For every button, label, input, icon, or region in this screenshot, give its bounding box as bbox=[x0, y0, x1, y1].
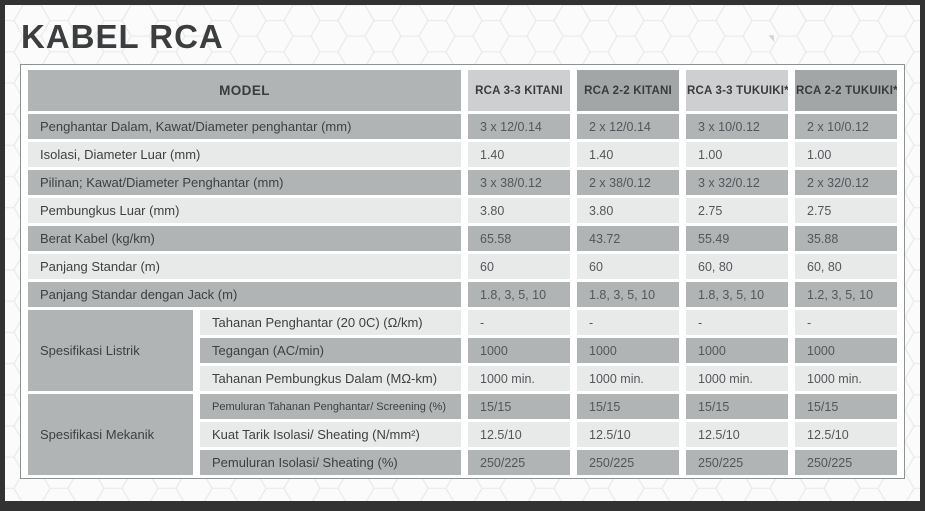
row-label: Kuat Tarik Isolasi/ Sheating (N/mm²) bbox=[200, 422, 461, 447]
value-cell: 15/15 bbox=[577, 394, 679, 419]
value-cell: 3 x 32/0.12 bbox=[686, 170, 788, 195]
table-row: Penghantar Dalam, Kawat/Diameter penghan… bbox=[28, 114, 897, 139]
value-cell: 1000 min. bbox=[468, 366, 570, 391]
value-cell: 1.00 bbox=[686, 142, 788, 167]
cursor-icon bbox=[768, 32, 778, 43]
table-row: Isolasi, Diameter Luar (mm) 1.40 1.40 1.… bbox=[28, 142, 897, 167]
value-cell: 15/15 bbox=[686, 394, 788, 419]
value-cell: 12.5/10 bbox=[468, 422, 570, 447]
value-cell: 1.40 bbox=[577, 142, 679, 167]
row-label: Pembungkus Luar (mm) bbox=[28, 198, 461, 223]
value-cell: - bbox=[795, 310, 897, 335]
value-cell: 1.40 bbox=[468, 142, 570, 167]
value-cell: 250/225 bbox=[686, 450, 788, 475]
table-row: Kuat Tarik Isolasi/ Sheating (N/mm²) 12.… bbox=[28, 422, 897, 447]
value-cell: 1000 min. bbox=[577, 366, 679, 391]
model-header-cell: MODEL bbox=[28, 70, 461, 111]
table-row: Pemuluran Isolasi/ Sheating (%) 250/225 … bbox=[28, 450, 897, 475]
value-cell: 250/225 bbox=[468, 450, 570, 475]
value-cell: 3 x 12/0.14 bbox=[468, 114, 570, 139]
value-cell: 1000 min. bbox=[795, 366, 897, 391]
value-cell: 1.2, 3, 5, 10 bbox=[795, 282, 897, 307]
value-cell: 3.80 bbox=[468, 198, 570, 223]
value-cell: 60, 80 bbox=[686, 254, 788, 279]
value-cell: 15/15 bbox=[468, 394, 570, 419]
value-cell: 65.58 bbox=[468, 226, 570, 251]
value-cell: - bbox=[468, 310, 570, 335]
page-title: KABEL RCA bbox=[21, 18, 224, 55]
value-cell: 2 x 38/0.12 bbox=[577, 170, 679, 195]
value-cell: 1000 bbox=[795, 338, 897, 363]
row-label: Berat Kabel (kg/km) bbox=[28, 226, 461, 251]
table-row: Pilinan; Kawat/Diameter Penghantar (mm) … bbox=[28, 170, 897, 195]
column-header: RCA 3-3 KITANI bbox=[468, 70, 570, 111]
column-header: RCA 2-2 KITANI bbox=[577, 70, 679, 111]
value-cell: 1.8, 3, 5, 10 bbox=[468, 282, 570, 307]
table-row: Pembungkus Luar (mm) 3.80 3.80 2.75 2.75 bbox=[28, 198, 897, 223]
row-label: Panjang Standar (m) bbox=[28, 254, 461, 279]
value-cell: 60 bbox=[468, 254, 570, 279]
header-row: MODEL RCA 3-3 KITANI RCA 2-2 KITANI RCA … bbox=[28, 70, 897, 111]
table-row: Tegangan (AC/min) 1000 1000 1000 1000 bbox=[28, 338, 897, 363]
value-cell: 60 bbox=[577, 254, 679, 279]
row-label: Tahanan Penghantar (20 0C) (Ω/km) bbox=[200, 310, 461, 335]
value-cell: 1000 bbox=[686, 338, 788, 363]
value-cell: 250/225 bbox=[795, 450, 897, 475]
row-label: Panjang Standar dengan Jack (m) bbox=[28, 282, 461, 307]
value-cell: 1.00 bbox=[795, 142, 897, 167]
value-cell: 2.75 bbox=[795, 198, 897, 223]
value-cell: 3.80 bbox=[577, 198, 679, 223]
value-cell: - bbox=[686, 310, 788, 335]
table-row: Panjang Standar dengan Jack (m) 1.8, 3, … bbox=[28, 282, 897, 307]
value-cell: 2.75 bbox=[686, 198, 788, 223]
value-cell: 250/225 bbox=[577, 450, 679, 475]
table-row: Panjang Standar (m) 60 60 60, 80 60, 80 bbox=[28, 254, 897, 279]
value-cell: 2 x 32/0.12 bbox=[795, 170, 897, 195]
value-cell: 43.72 bbox=[577, 226, 679, 251]
row-label: Pemuluran Tahanan Penghantar/ Screening … bbox=[200, 394, 461, 419]
value-cell: 15/15 bbox=[795, 394, 897, 419]
table-row: Tahanan Pembungkus Dalam (MΩ-km) 1000 mi… bbox=[28, 366, 897, 391]
value-cell: 3 x 38/0.12 bbox=[468, 170, 570, 195]
value-cell: 1000 bbox=[468, 338, 570, 363]
row-label: Pilinan; Kawat/Diameter Penghantar (mm) bbox=[28, 170, 461, 195]
value-cell: 2 x 10/0.12 bbox=[795, 114, 897, 139]
row-label: Isolasi, Diameter Luar (mm) bbox=[28, 142, 461, 167]
table-row: Berat Kabel (kg/km) 65.58 43.72 55.49 35… bbox=[28, 226, 897, 251]
group-label-listrik: Spesifikasi Listrik bbox=[28, 310, 193, 391]
table-row: Spesifikasi Mekanik Pemuluran Tahanan Pe… bbox=[28, 394, 897, 475]
value-cell: 12.5/10 bbox=[795, 422, 897, 447]
table-row: Spesifikasi Listrik Tahanan Penghantar (… bbox=[28, 310, 897, 391]
column-header: RCA 3-3 TUKUIKI* bbox=[686, 70, 788, 111]
value-cell: 1.8, 3, 5, 10 bbox=[686, 282, 788, 307]
value-cell: 35.88 bbox=[795, 226, 897, 251]
value-cell: 60, 80 bbox=[795, 254, 897, 279]
row-label: Tegangan (AC/min) bbox=[200, 338, 461, 363]
group-label-mekanik: Spesifikasi Mekanik bbox=[28, 394, 193, 475]
value-cell: 12.5/10 bbox=[577, 422, 679, 447]
spec-table-card: MODEL RCA 3-3 KITANI RCA 2-2 KITANI RCA … bbox=[20, 64, 905, 479]
value-cell: 3 x 10/0.12 bbox=[686, 114, 788, 139]
value-cell: 55.49 bbox=[686, 226, 788, 251]
row-label: Pemuluran Isolasi/ Sheating (%) bbox=[200, 450, 461, 475]
spec-table: MODEL RCA 3-3 KITANI RCA 2-2 KITANI RCA … bbox=[21, 67, 904, 478]
value-cell: - bbox=[577, 310, 679, 335]
row-label: Penghantar Dalam, Kawat/Diameter penghan… bbox=[28, 114, 461, 139]
row-label: Tahanan Pembungkus Dalam (MΩ-km) bbox=[200, 366, 461, 391]
value-cell: 1000 min. bbox=[686, 366, 788, 391]
value-cell: 1000 bbox=[577, 338, 679, 363]
value-cell: 12.5/10 bbox=[686, 422, 788, 447]
value-cell: 1.8, 3, 5, 10 bbox=[577, 282, 679, 307]
value-cell: 2 x 12/0.14 bbox=[577, 114, 679, 139]
column-header: RCA 2-2 TUKUIKI* bbox=[795, 70, 897, 111]
